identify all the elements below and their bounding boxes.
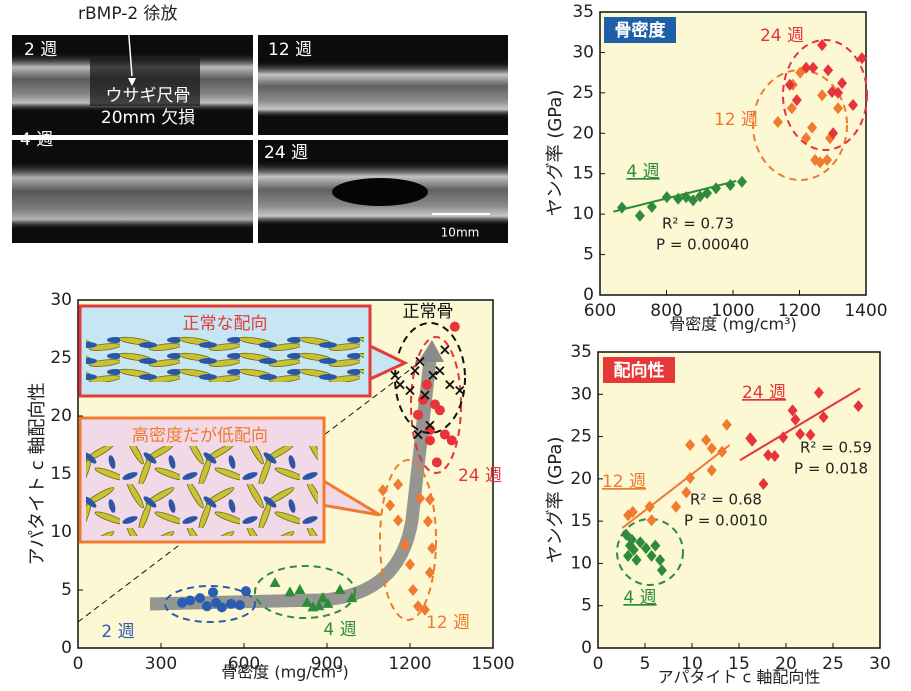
y-tick-label: 10 <box>572 204 594 224</box>
series-label: 12 週 <box>714 110 758 130</box>
y-tick-label: 20 <box>50 406 72 426</box>
y-tick-label: 0 <box>581 638 592 658</box>
point <box>413 410 423 420</box>
fit-r2: R² = 0.68 <box>690 491 762 509</box>
series-label: 正常骨 <box>403 302 454 322</box>
x-axis-label: 骨密度 (mg/cm³) <box>221 663 349 682</box>
point <box>241 586 251 596</box>
defect-label: 20mm 欠損 <box>101 108 195 128</box>
point <box>447 435 457 445</box>
series-label: 4 週 <box>323 620 356 640</box>
x-tick-label: 1200 <box>388 654 431 674</box>
fit-r2: R² = 0.59 <box>800 439 872 457</box>
bone <box>12 160 253 230</box>
y-axis-label: ヤング率 (GPa) <box>545 90 566 217</box>
x-tick-label: 30 <box>869 654 891 674</box>
point <box>425 435 435 445</box>
fit-p: P = 0.0010 <box>684 512 768 530</box>
x-tick-label: 1500 <box>471 654 514 674</box>
point <box>226 599 236 609</box>
x-axis-label: 骨密度 (mg/cm³) <box>669 315 797 334</box>
series-label: 12 週 <box>602 472 646 492</box>
point <box>202 601 212 611</box>
y-axis-label: アパタイト c 軸配向性 <box>27 383 48 566</box>
y-tick-label: 30 <box>50 290 72 310</box>
series-label: 12 週 <box>426 613 470 633</box>
xray-panel: 2 週 12 週 4 週 24 週 rBMP-2 徐放 ウサギ尺骨 20mm 欠… <box>12 4 508 243</box>
y-tick-label: 25 <box>50 348 72 368</box>
y-tick-label: 5 <box>581 596 592 616</box>
cavity <box>332 178 428 206</box>
y-tick-label: 0 <box>61 638 72 658</box>
y-tick-label: 15 <box>50 464 72 484</box>
y-tick-label: 20 <box>572 123 594 143</box>
badge-label: 骨密度 <box>615 20 667 41</box>
y-tick-label: 10 <box>570 553 592 573</box>
y-tick-label: 20 <box>570 469 592 489</box>
aligned-fibers <box>86 336 364 382</box>
y-tick-label: 5 <box>61 580 72 600</box>
point <box>217 602 227 612</box>
fit-p: P = 0.00040 <box>656 236 749 254</box>
point <box>235 600 245 610</box>
image-label: 4 週 <box>20 130 53 150</box>
y-tick-label: 30 <box>570 384 592 404</box>
inset-title: 正常な配向 <box>183 314 268 334</box>
y-tick-label: 25 <box>572 83 594 103</box>
x-tick-label: 25 <box>822 654 844 674</box>
point <box>422 380 432 390</box>
random-fibers <box>86 446 318 536</box>
series-label: 2 週 <box>101 622 134 642</box>
point <box>208 587 218 597</box>
point <box>432 457 442 467</box>
badge-label: 配向性 <box>614 360 665 381</box>
x-tick-label: 5 <box>640 654 651 674</box>
series-label: 4 週 <box>626 162 659 182</box>
x-tick-label: 1400 <box>844 301 887 321</box>
y-tick-label: 30 <box>572 42 594 62</box>
point <box>435 405 445 415</box>
x-tick-label: 300 <box>145 654 177 674</box>
scale-label: 10mm <box>441 226 480 240</box>
fit-p: P = 0.018 <box>794 460 868 478</box>
y-axis-label: ヤング率 (GPa) <box>545 437 566 564</box>
series-label: 24 週 <box>742 383 786 403</box>
fit-r2: R² = 0.73 <box>662 215 734 233</box>
inset-title: 高密度だが低配向 <box>132 426 268 446</box>
defect-label: ウサギ尺骨 <box>106 86 191 106</box>
figure: 2 週 12 週 4 週 24 週 rBMP-2 徐放 ウサギ尺骨 20mm 欠… <box>0 0 911 691</box>
image-label: 24 週 <box>264 143 308 163</box>
series-label: 4 週 <box>623 588 656 608</box>
y-tick-label: 0 <box>583 285 594 305</box>
y-tick-label: 25 <box>570 427 592 447</box>
y-tick-label: 5 <box>583 245 594 265</box>
image-label: 2 週 <box>24 40 57 60</box>
point <box>185 595 195 605</box>
series-label: 24 週 <box>760 26 804 46</box>
x-axis-label: アパタイト c 軸配向性 <box>658 668 821 687</box>
y-tick-label: 15 <box>572 164 594 184</box>
point <box>450 322 460 332</box>
callout: rBMP-2 徐放 <box>78 4 178 24</box>
x-tick-label: 0 <box>593 654 604 674</box>
image-label: 12 週 <box>268 40 312 60</box>
y-tick-label: 15 <box>570 511 592 531</box>
series-label: 24 週 <box>458 466 502 486</box>
chart-panel: 60080010001200140005101520253035骨密度 (mg/… <box>545 2 888 334</box>
x-tick-label: 0 <box>73 654 84 674</box>
y-tick-label: 10 <box>50 522 72 542</box>
y-tick-label: 35 <box>572 2 594 22</box>
bone <box>258 60 508 118</box>
y-tick-label: 35 <box>570 342 592 362</box>
point <box>195 593 205 603</box>
